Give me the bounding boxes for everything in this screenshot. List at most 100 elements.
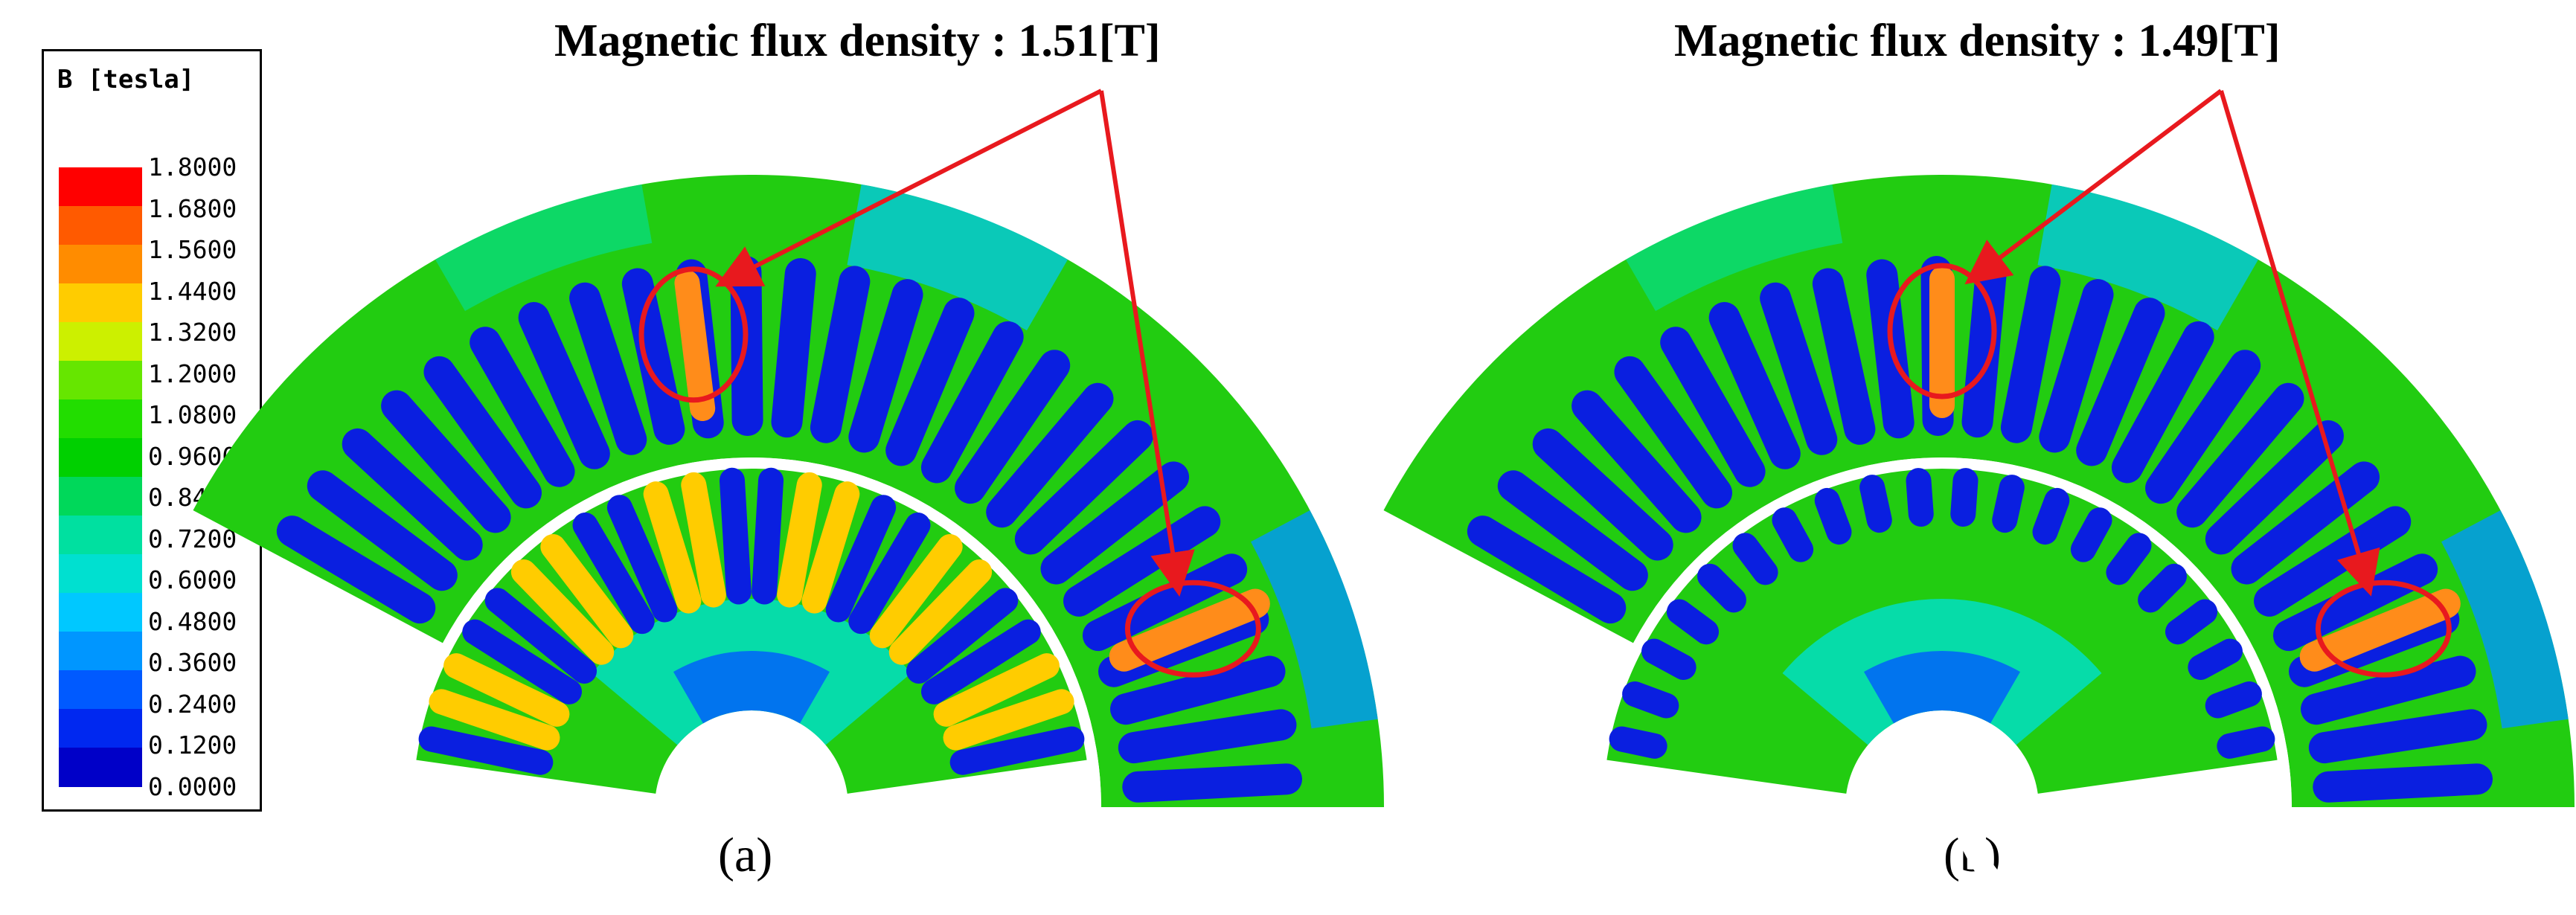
rotor-very-low-flux-zone [673,651,830,724]
rotor-bar [643,481,702,614]
legend-color-bar [59,167,142,787]
stator-slot [1040,461,1190,585]
rotor-bar [949,726,1085,775]
stator-slot [1812,268,1876,445]
rotor-bar [1666,599,1720,645]
saturated-tooth [2299,588,2461,672]
pointer-arrow [1099,90,1195,597]
flux-barrier [1947,792,2279,915]
legend-value-label: 1.4400 [148,276,237,306]
color-legend: B [tesla] 1.8000 1.6800 1.5600 1.4400 1.3200… [42,49,262,812]
motor-plot-a [193,89,1385,808]
rotor-bar [429,689,560,751]
stator-slot [2176,382,2304,528]
stator-slot [569,282,647,455]
stator-slot [276,516,436,624]
yoke-low-flux-patch [2037,184,2258,331]
stator-slot [1614,356,1733,509]
rotor-very-low-flux-zone [1864,651,2020,724]
legend-value-label: 0.1200 [148,731,237,760]
legend-swatch [59,477,142,516]
legend-value-label: 1.2000 [148,359,237,388]
motor-plot-b [1383,89,2575,915]
rotor-bar [1622,681,1679,719]
rotor-bar [572,512,655,635]
rotor-bar [2165,599,2218,645]
legend-swatch [59,322,142,362]
rotor-bar [1859,475,1892,533]
stator-slot [518,302,610,469]
rotor-bar [510,559,615,665]
rotor-bar [1906,468,1934,527]
stator-slot [2313,763,2493,803]
yoke-low-flux-patch [847,184,1068,331]
rotor-bar [2106,533,2152,585]
rotor-bar [606,495,678,623]
stator-slot [621,268,685,445]
stator-slot [1497,470,1648,591]
rotor-bar [777,472,822,608]
rotor-bar [484,588,597,684]
rotor-bar [1772,507,1814,562]
highlight-ellipse [638,266,749,403]
legend-title: B [tesla] [57,65,195,94]
rotor-bar [1697,563,1746,613]
stator-slot [342,428,483,561]
saturated-tooth [674,270,716,422]
stator-slot [1118,709,1297,764]
saturated-tooth [1109,588,1270,672]
yoke-mid-flux-patch [435,184,653,312]
stator-slot [1660,327,1766,487]
flux-barrier [1999,797,2227,903]
rotor-bar [540,534,634,649]
stator-slot [1571,390,1702,533]
stator-slot [2272,553,2438,652]
legend-swatch [59,283,142,323]
legend-value-label: 0.7200 [148,524,237,553]
legend-value-label: 0.4800 [148,606,237,636]
stator-slot [2076,298,2165,466]
legend-swatch [59,554,142,594]
stator-slot [955,350,1071,504]
legend-value-label: 1.0800 [148,400,237,429]
stator-slot [885,298,975,466]
rotor-bar [2217,726,2275,759]
rotor-bar [2032,487,2070,545]
stator-slot [1110,655,1286,725]
rotor-bar [1641,638,1696,681]
stator-slot [2254,506,2412,617]
pointer-arrow [715,89,1103,287]
stator-slot [2308,709,2487,764]
rotor-bar [752,467,784,605]
stator-slot [381,390,511,533]
legend-swatch [59,516,142,555]
legend-swatch [59,245,142,284]
legend-value-label: 0.2400 [148,689,237,719]
yoke-low-flux-patch [2441,510,2569,729]
rotor-bar [943,689,1074,751]
headline-b: Magnetic flux density : 1.49[T] [1674,16,2281,66]
flux-barrier [1657,797,1885,903]
stator-slot [2205,420,2344,555]
stator-slot [1760,282,1838,455]
legend-swatch [59,438,142,478]
stator-slot [986,382,1114,528]
stator-slot [1532,428,1673,561]
rotor-bar [906,588,1019,684]
stator-slot [2145,350,2261,504]
rotor-bar [1732,533,1778,585]
legend-swatch [59,399,142,439]
yoke-mid-flux-patch [1626,184,1843,312]
stator-slot [2000,266,2061,443]
stator-slot [423,356,542,509]
legend-swatch [59,670,142,710]
rotor-bar [418,726,554,775]
rotor-bar [1814,487,1852,545]
legend-swatch [59,361,142,400]
stator-slot [920,321,1024,484]
legend-value-label: 1.3200 [148,318,237,347]
stator-slot [1122,763,1303,803]
legend-value-label: 0.0000 [148,771,237,801]
